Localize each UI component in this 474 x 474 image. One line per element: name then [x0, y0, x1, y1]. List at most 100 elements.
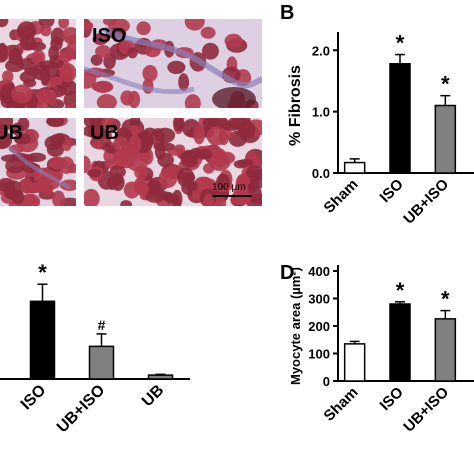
myocyte-cell	[20, 177, 33, 194]
myocyte-cell	[113, 136, 129, 152]
myocyte-cell	[46, 142, 64, 157]
x-tick-label: ISO	[18, 382, 50, 414]
significance-marker: *	[396, 31, 405, 56]
myocyte-cell	[202, 118, 222, 129]
significance-marker: *	[441, 72, 450, 97]
myocyte-cell	[136, 21, 151, 36]
bar-sham	[343, 343, 366, 382]
myocyte-cell	[200, 26, 216, 39]
myocyte-cell	[87, 126, 109, 140]
myocyte-cell	[90, 54, 103, 66]
myocyte-cell	[249, 193, 262, 204]
y-tick-label: 300	[308, 292, 330, 307]
myocyte-cell	[173, 118, 185, 132]
scale-bar-label: 100 µm	[212, 182, 246, 193]
y-axis-label: % Fibrosis	[287, 65, 304, 146]
myocyte-cell	[48, 76, 63, 86]
myocyte-cell	[128, 134, 142, 155]
myocyte-cell	[84, 188, 100, 206]
bar-iso	[389, 63, 411, 174]
myocyte-cell	[128, 90, 141, 108]
myocyte-cell	[113, 151, 131, 167]
myocyte-cell	[0, 118, 14, 131]
myocyte-cell	[184, 19, 205, 31]
myocyte-cell	[109, 165, 126, 179]
myocyte-cell	[198, 178, 217, 190]
myocyte-cell	[197, 148, 213, 160]
myocyte-cell	[158, 168, 178, 188]
y-tick-label: 1.0	[312, 105, 330, 120]
myocyte-cell	[59, 50, 74, 63]
myocyte-cell	[120, 200, 133, 206]
myocyte-cell	[95, 45, 112, 58]
myocyte-cells	[0, 19, 76, 108]
myocyte-cell	[250, 171, 262, 190]
myocyte-cell	[87, 168, 102, 178]
myocyte-cell	[9, 47, 22, 65]
bar-iso	[29, 300, 56, 380]
myocyte-cell	[24, 67, 41, 76]
x-tick-label: ISO	[377, 176, 408, 207]
chart-myocyte-area: 0 100 200 300 400 Myocyte area (µm²) Sham * ISO *…	[288, 264, 474, 436]
micrograph-ub-iso-image	[0, 118, 76, 206]
y-tick-label: 200	[308, 319, 330, 334]
x-tick-label: UB	[139, 382, 167, 410]
myocyte-cell	[167, 60, 186, 75]
myocyte-cell	[59, 63, 76, 83]
bar-ub-iso	[434, 104, 457, 174]
myocyte-cell	[0, 19, 9, 28]
significance-marker: *	[441, 287, 450, 312]
x-tick-label: Sham	[321, 176, 362, 217]
micrograph-panel: ISO UB UB 100 µm	[0, 0, 262, 210]
myocyte-cell	[142, 64, 158, 82]
myocyte-cell	[40, 24, 52, 37]
myocyte-cell	[46, 89, 57, 106]
myocyte-cell	[193, 124, 206, 145]
myocyte-cell	[237, 120, 256, 139]
significance-marker: *	[396, 278, 405, 303]
chart-fibrosis: 0.0 1.0 2.0 % Fibrosis Sham * ISO * UB+ISO	[287, 31, 474, 228]
myocyte-cell	[206, 126, 227, 146]
y-tick-label: 2.0	[312, 43, 330, 58]
micrograph-iso-label: ISO	[92, 25, 127, 47]
myocyte-cell	[0, 42, 8, 63]
bar-ub-iso	[88, 345, 115, 380]
myocyte-cell	[203, 194, 215, 206]
myocyte-cell	[84, 21, 94, 31]
myocyte-cell	[58, 19, 70, 29]
myocyte-cell	[52, 190, 65, 206]
myocyte-cell	[84, 118, 103, 129]
myocyte-cell	[48, 45, 60, 61]
myocyte-cell	[11, 84, 33, 104]
myocyte-cell	[144, 187, 166, 203]
myocyte-cell	[23, 78, 37, 88]
myocyte-cell	[180, 149, 199, 168]
myocyte-cell	[138, 150, 151, 162]
myocyte-cell	[178, 73, 190, 91]
myocyte-cell	[0, 130, 13, 150]
micrograph-ub-label: UB	[90, 122, 119, 144]
panel-letter-d: D	[280, 262, 295, 284]
myocyte-cell	[11, 122, 25, 136]
myocyte-cell	[39, 182, 54, 195]
x-tick-label: UB+ISO	[400, 384, 452, 436]
myocyte-cell	[54, 133, 65, 146]
micrograph-ub: UB 100 µm	[84, 118, 262, 206]
myocyte-cell	[209, 154, 231, 171]
myocyte-cell	[177, 167, 195, 188]
myocyte-cell	[39, 66, 51, 86]
myocyte-cell	[46, 118, 65, 128]
panel-letter-b: B	[280, 2, 295, 24]
myocyte-cell	[216, 173, 231, 190]
myocyte-cell	[5, 158, 26, 174]
micrograph-iso-image	[84, 19, 262, 108]
bar-ub-iso	[434, 318, 457, 382]
micrograph-iso: ISO	[84, 19, 262, 108]
significance-marker: *	[38, 260, 47, 285]
myocyte-cell	[64, 103, 76, 108]
myocyte-cell	[230, 194, 252, 206]
myocyte-cell	[96, 94, 117, 108]
myocyte-cell	[48, 156, 68, 170]
x-tick-label: Sham	[321, 384, 362, 425]
